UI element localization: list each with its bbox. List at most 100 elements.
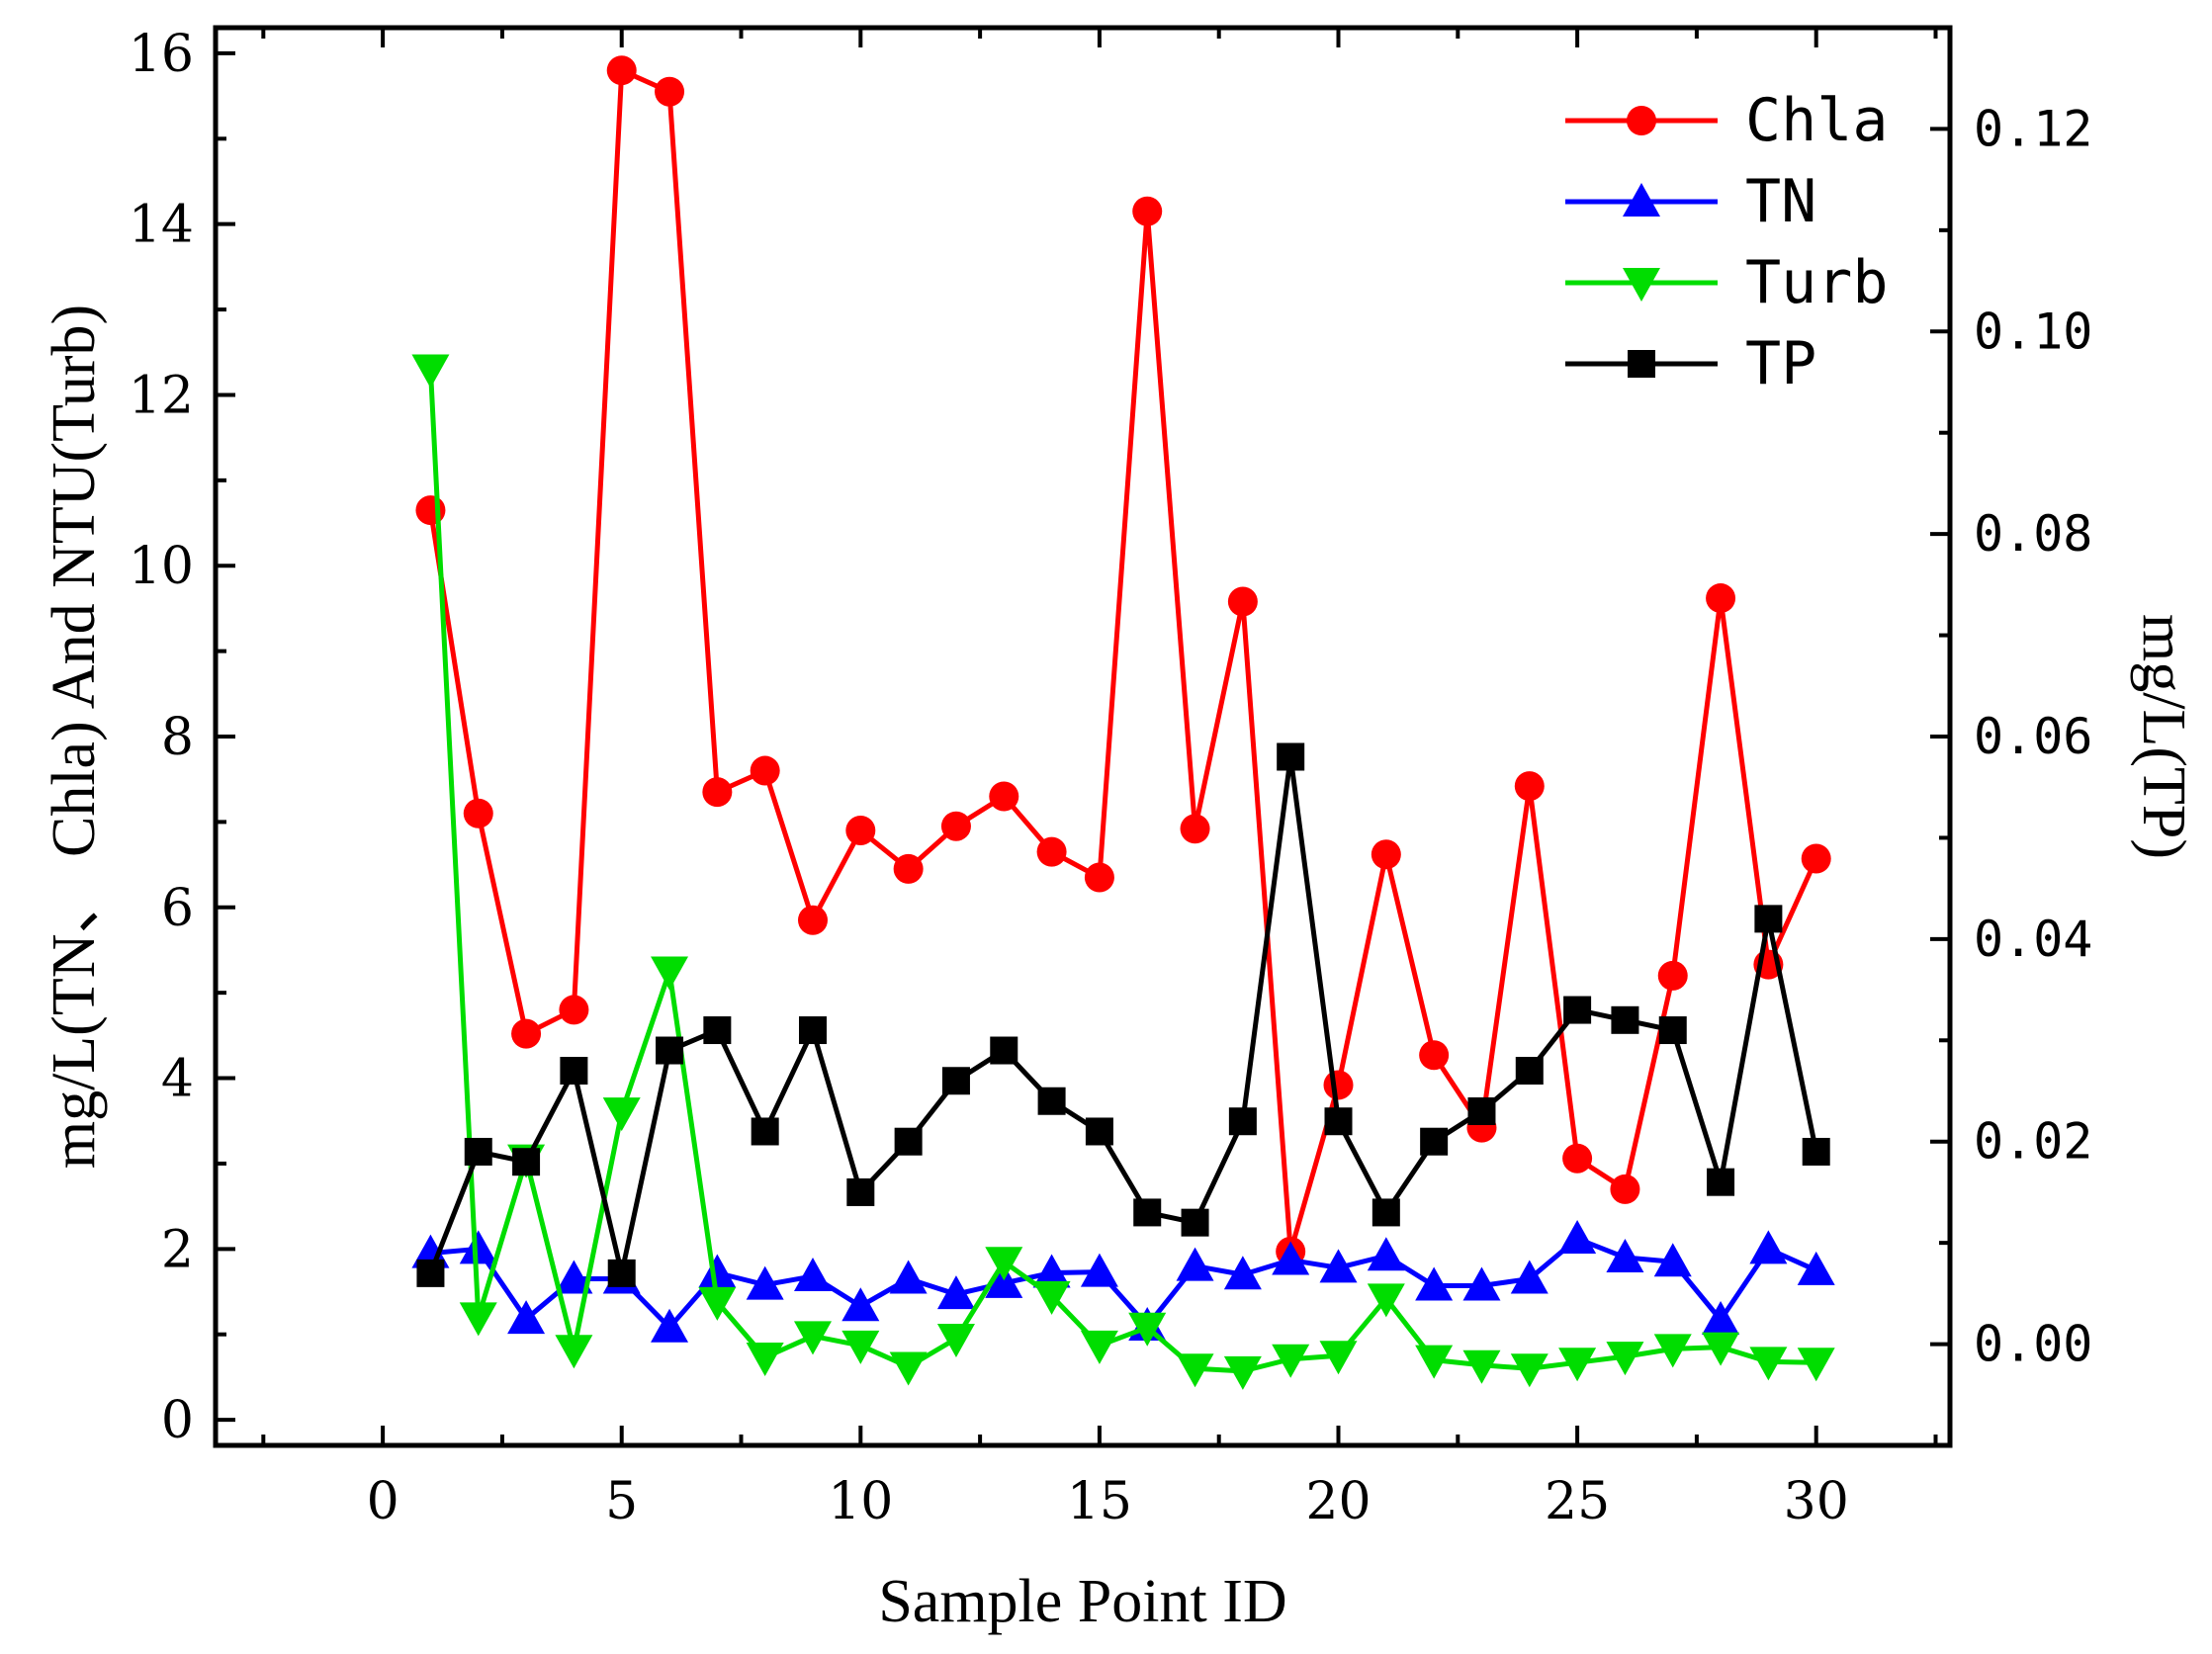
chla-point <box>1419 1040 1450 1071</box>
tn-point <box>698 1254 737 1288</box>
legend-item-chla: Chla <box>1565 86 1889 155</box>
chla-point <box>1562 1143 1593 1174</box>
tn-point <box>1797 1251 1835 1285</box>
axes-layer: 0 5 10 15 20 25 30 0 2 4 6 8 10 12 14 16 0.00 0.02 0.04 0.0… <box>41 25 2197 1635</box>
turb-point <box>1606 1342 1644 1376</box>
legend-marker <box>1623 268 1660 302</box>
tn-point <box>1319 1249 1358 1283</box>
turb-point <box>1415 1345 1454 1379</box>
tn-point <box>1367 1237 1405 1271</box>
turb-point <box>1223 1355 1262 1390</box>
turb-point <box>936 1324 975 1358</box>
x-tick-label: 25 <box>1545 1472 1610 1531</box>
tn-point <box>1032 1254 1071 1288</box>
y-tick-label: 10 <box>129 537 194 596</box>
legend-item-tn: TN <box>1565 167 1816 236</box>
tp-line <box>428 753 1819 1276</box>
turb-point <box>1272 1344 1310 1378</box>
tp-point <box>1658 1016 1687 1045</box>
turb-point <box>1558 1348 1597 1382</box>
tn-point <box>936 1275 975 1310</box>
chla-point <box>702 777 733 808</box>
tp-point <box>894 1127 923 1156</box>
y-tick-label: 14 <box>129 196 194 255</box>
tn-point <box>1510 1260 1548 1294</box>
chla-point <box>1610 1174 1640 1204</box>
y-tick-label: 4 <box>161 1050 194 1109</box>
legend-label: TP <box>1745 329 1816 398</box>
tn-point <box>985 1263 1023 1298</box>
x-tick-label: 30 <box>1784 1472 1849 1531</box>
turb-point <box>698 1286 737 1321</box>
turb-point <box>1510 1353 1548 1388</box>
turb-point <box>1797 1348 1835 1382</box>
x-tick-label: 10 <box>828 1472 893 1531</box>
x-tick-label: 5 <box>605 1472 638 1531</box>
tn-point <box>793 1257 832 1291</box>
x-tick-label: 15 <box>1067 1472 1132 1531</box>
turb-point <box>889 1351 928 1386</box>
turb-point <box>793 1321 832 1355</box>
tp-point <box>703 1016 732 1045</box>
tp-point <box>1467 1096 1496 1125</box>
legend-marker <box>1627 106 1656 135</box>
legend: Chla TN Turb TP <box>1565 86 1889 398</box>
tp-point <box>1515 1057 1544 1086</box>
series-tp <box>416 742 1830 1287</box>
turb-point <box>1176 1353 1214 1388</box>
chla-point <box>1323 1070 1354 1100</box>
turb-point <box>1462 1349 1501 1384</box>
chla-point <box>797 905 828 935</box>
turb-point <box>1128 1312 1167 1347</box>
tp-point <box>560 1057 588 1086</box>
tp-point <box>1563 996 1592 1024</box>
y-axis-title: mg/L(TN、 Chla) And NTU(Turb) <box>41 305 108 1169</box>
x-axis-title: Sample Point ID <box>878 1568 1286 1635</box>
legend-item-turb: Turb <box>1565 248 1889 317</box>
y2-axis-title: mg/L(TP) <box>2130 614 2197 859</box>
chla-point <box>1132 196 1163 226</box>
tp-point <box>1420 1127 1449 1156</box>
series-chla <box>415 55 1831 1266</box>
tp-point <box>1037 1087 1066 1115</box>
tn-point <box>1176 1247 1214 1281</box>
y-tick-label: 12 <box>129 366 194 425</box>
y2-tick-label: 0.02 <box>1974 1113 2092 1171</box>
tp-point <box>1277 742 1305 771</box>
chla-point <box>463 798 493 828</box>
chla-point <box>1657 960 1688 991</box>
turb-point <box>555 1335 593 1369</box>
turb-point <box>1080 1330 1118 1364</box>
chla-point <box>940 811 971 841</box>
tn-point <box>746 1265 784 1300</box>
turb-point <box>1653 1334 1692 1368</box>
y2-tick-label: 0.12 <box>1974 100 2092 157</box>
turb-point <box>1749 1347 1788 1381</box>
tp-point <box>512 1148 541 1176</box>
chla-line <box>427 67 1818 1255</box>
tp-point <box>1371 1198 1400 1227</box>
tp-point <box>1085 1117 1113 1146</box>
tp-point <box>416 1259 445 1287</box>
chla-point <box>415 495 446 526</box>
y-tick-label: 0 <box>161 1391 194 1450</box>
tn-point <box>1223 1256 1262 1290</box>
chla-point <box>750 755 780 786</box>
turb-point <box>746 1343 784 1377</box>
chla-point <box>1514 771 1545 802</box>
y-tick-label: 2 <box>161 1220 194 1279</box>
tn-line <box>430 1236 1817 1331</box>
tn-point <box>507 1300 546 1335</box>
tp-point <box>1754 905 1783 933</box>
y-tick-label: 6 <box>161 879 194 938</box>
x-tick-label: 20 <box>1305 1472 1371 1531</box>
legend-marker <box>1623 183 1660 217</box>
turb-point <box>841 1330 880 1364</box>
tp-point <box>607 1259 636 1287</box>
turb-point <box>651 956 689 991</box>
tn-point <box>651 1308 689 1343</box>
tp-point <box>1707 1168 1735 1196</box>
tn-point <box>1415 1266 1454 1301</box>
y2-tick-label: 0.06 <box>1974 708 2092 765</box>
